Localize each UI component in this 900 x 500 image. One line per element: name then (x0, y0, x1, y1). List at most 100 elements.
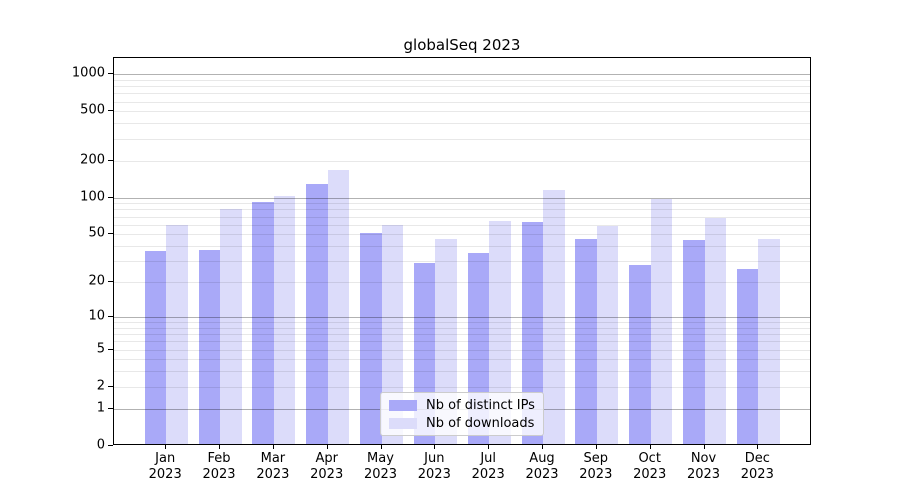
gridline-minor-90 (114, 203, 810, 205)
y-tick-label-100: 100 (80, 189, 105, 204)
bar-downloads-aug (543, 190, 565, 444)
gridline-minor-8 (114, 327, 810, 329)
gridline-major-1000 (114, 74, 810, 75)
y-tick-mark-2 (108, 385, 113, 387)
y-tick-label-200: 200 (80, 152, 105, 167)
y-tick-label-1000: 1000 (71, 65, 105, 81)
y-tick-label-500: 500 (80, 102, 105, 118)
gridline-minor-7 (114, 334, 810, 335)
gridline-minor-900 (114, 79, 810, 81)
x-tick-mark-nov (703, 445, 705, 449)
bar-downloads-apr (327, 170, 350, 444)
x-tick-mark-apr (326, 445, 328, 449)
x-tick-label-jan: Jan 2023 (148, 451, 182, 482)
x-tick-mark-jun (434, 445, 436, 449)
bar-downloads-oct (650, 199, 673, 444)
y-tick-mark-5 (108, 348, 113, 350)
gridline-minor-2 (114, 386, 810, 388)
y-tick-label-5: 5 (96, 341, 105, 356)
y-tick-mark-0 (108, 445, 113, 446)
legend-label-downloads: Nb of downloads (426, 415, 535, 431)
y-tick-label-10: 10 (88, 308, 105, 324)
gridline-minor-70 (114, 216, 810, 218)
y-tick-mark-20 (108, 281, 113, 283)
x-tick-mark-feb (219, 445, 220, 449)
legend-swatch-distinct-ips (389, 399, 417, 411)
gridline-minor-700 (114, 93, 810, 95)
x-tick-label-sep: Sep 2023 (579, 451, 613, 482)
chart-title: globalSeq 2023 (403, 36, 521, 54)
x-tick-mark-may (380, 445, 382, 449)
gridline-minor-200 (114, 160, 810, 162)
bar-downloads-dec (758, 239, 780, 444)
bar-downloads-nov (704, 217, 726, 444)
gridline-minor-4 (114, 359, 810, 361)
y-tick-mark-500 (108, 110, 113, 112)
x-tick-label-nov: Nov 2023 (686, 451, 721, 482)
x-tick-mark-oct (649, 445, 651, 449)
gridline-minor-300 (114, 138, 810, 140)
bar-distinct-ips-nov (683, 240, 705, 444)
x-tick-mark-aug (542, 445, 543, 449)
y-tick-mark-1000 (108, 73, 113, 74)
x-tick-mark-jul (488, 445, 490, 449)
legend-entry-distinct-ips: Nb of distinct IPs (389, 398, 535, 413)
y-tick-mark-50 (108, 233, 113, 235)
x-tick-label-jun: Jun 2023 (417, 451, 451, 482)
gridline-minor-40 (114, 246, 810, 248)
y-tick-mark-200 (108, 159, 113, 161)
x-tick-label-oct: Oct 2023 (633, 451, 667, 482)
gridline-minor-800 (114, 86, 810, 87)
y-tick-label-20: 20 (88, 273, 105, 289)
legend: Nb of distinct IPs Nb of downloads (380, 392, 544, 436)
gridline-minor-600 (114, 101, 810, 103)
gridline-major-100 (114, 197, 810, 199)
legend-entry-downloads: Nb of downloads (389, 416, 535, 431)
gridline-minor-3 (114, 371, 810, 373)
gridline-minor-30 (114, 261, 810, 263)
bar-downloads-may (381, 225, 403, 444)
bar-downloads-sep (596, 226, 619, 444)
y-tick-label-1: 1 (96, 400, 105, 416)
gridline-minor-60 (114, 224, 810, 226)
x-tick-label-dec: Dec 2023 (740, 451, 774, 482)
gridline-minor-20 (114, 282, 810, 284)
gridline-major-10 (114, 316, 810, 318)
x-tick-mark-dec (757, 445, 759, 449)
legend-label-distinct-ips: Nb of distinct IPs (426, 397, 535, 413)
bar-distinct-ips-aug (521, 221, 543, 444)
bar-downloads-jan (166, 225, 188, 444)
y-tick-mark-1 (108, 407, 113, 409)
bar-distinct-ips-sep (575, 239, 597, 444)
bar-distinct-ips-may (360, 233, 382, 444)
x-tick-label-may: May 2023 (363, 451, 398, 482)
y-tick-label-0: 0 (96, 437, 105, 453)
x-tick-label-feb: Feb 2023 (202, 451, 236, 482)
y-tick-label-2: 2 (96, 378, 105, 394)
bar-distinct-ips-apr (306, 183, 328, 444)
bar-distinct-ips-mar (252, 202, 274, 444)
x-tick-label-apr: Apr 2023 (310, 451, 344, 482)
gridline-minor-400 (114, 123, 810, 125)
legend-swatch-downloads (389, 417, 417, 429)
bar-distinct-ips-oct (629, 264, 651, 444)
x-tick-label-jul: Jul 2023 (471, 451, 505, 482)
bar-downloads-feb (220, 208, 242, 444)
gridline-minor-5 (114, 349, 810, 351)
x-tick-mark-jan (165, 445, 167, 449)
gridline-minor-500 (114, 111, 810, 113)
bar-distinct-ips-jan (144, 251, 167, 444)
x-tick-label-aug: Aug 2023 (525, 451, 559, 482)
y-tick-label-50: 50 (88, 225, 105, 241)
gridline-minor-9 (114, 322, 810, 323)
gridline-minor-50 (114, 234, 810, 236)
bar-downloads-jul (489, 220, 511, 444)
y-tick-mark-100 (108, 196, 113, 198)
x-tick-mark-sep (595, 445, 597, 449)
bar-distinct-ips-dec (736, 268, 759, 444)
x-tick-mark-mar (272, 445, 274, 449)
plot-area (113, 57, 811, 445)
gridline-minor-80 (114, 209, 810, 211)
bar-distinct-ips-feb (198, 249, 220, 444)
